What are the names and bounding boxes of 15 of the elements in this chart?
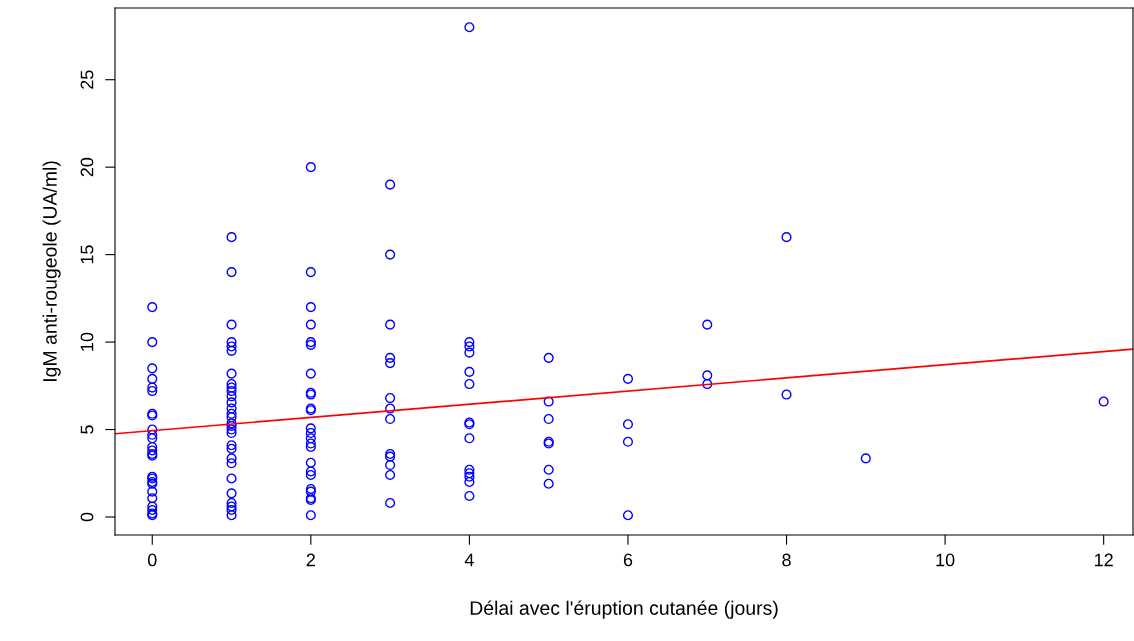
y-tick-label: 25 bbox=[80, 70, 94, 89]
y-tick-label: 20 bbox=[80, 157, 94, 177]
x-tick-label: 8 bbox=[782, 553, 791, 567]
x-tick-label: 12 bbox=[1095, 553, 1113, 567]
x-tick-label: 2 bbox=[306, 553, 315, 567]
y-tick-label: 5 bbox=[80, 425, 94, 434]
x-tick-label: 0 bbox=[147, 553, 157, 567]
x-tick-label: 4 bbox=[464, 553, 474, 567]
x-tick-label: 10 bbox=[936, 553, 955, 567]
y-tick-label: 10 bbox=[80, 332, 94, 351]
y-tick-label: 0 bbox=[80, 512, 94, 522]
y-tick-label: 15 bbox=[80, 245, 94, 264]
x-tick-label: 6 bbox=[623, 553, 633, 567]
x-axis-title: Délai avec l'éruption cutanée (jours) bbox=[470, 600, 778, 619]
y-axis-title: IgM anti-rougeole (UA/ml) bbox=[42, 161, 61, 381]
